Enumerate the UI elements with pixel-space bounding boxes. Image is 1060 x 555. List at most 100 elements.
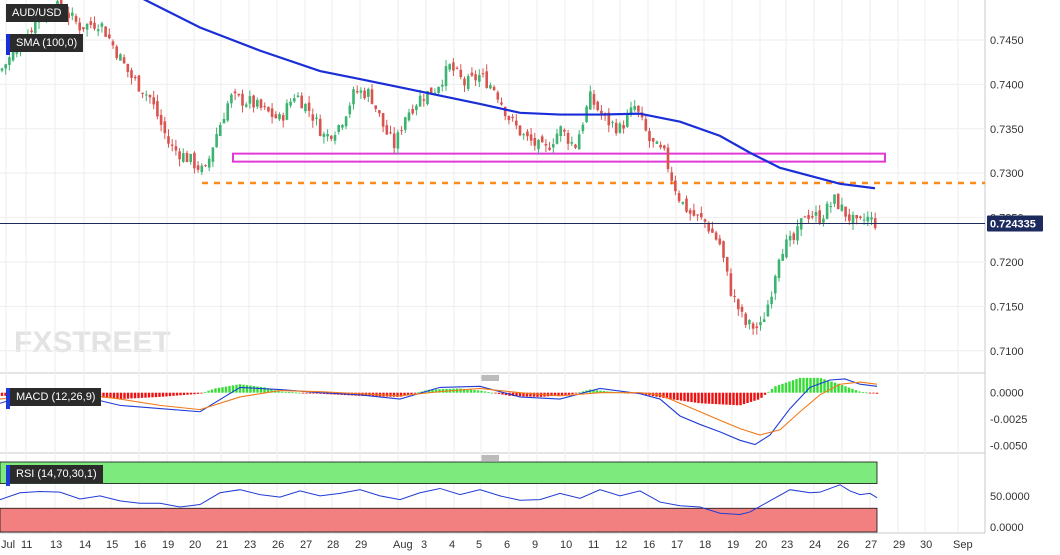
candle-body [170, 144, 174, 146]
candle-body [788, 235, 792, 241]
candle-body [570, 141, 574, 144]
candle-body [518, 125, 522, 136]
candle-body [722, 241, 725, 258]
macd-histogram-bar [676, 392, 679, 401]
candle-body [130, 70, 133, 78]
candle-body [511, 116, 514, 119]
macd-histogram-bar [193, 392, 196, 395]
candle-body [285, 103, 289, 120]
candle-body [219, 124, 222, 136]
candle-body [200, 165, 204, 173]
macd-histogram-bar [413, 392, 417, 394]
macd-histogram-bar [714, 392, 718, 405]
macd-histogram-bar [746, 392, 749, 404]
macd-histogram-bar [200, 392, 203, 394]
macd-histogram-bar [109, 392, 112, 399]
candle-body [759, 322, 762, 326]
macd-histogram-bar [571, 392, 574, 395]
macd-histogram-bar [119, 392, 123, 399]
candle-body [829, 205, 833, 208]
macd-histogram-bar [802, 377, 805, 393]
macd-histogram-bar [805, 377, 809, 393]
rsi-oversold-zone [0, 507, 878, 533]
x-tick-label-21: 11 [588, 539, 599, 551]
candle-body [618, 123, 622, 133]
candle-body [563, 129, 566, 132]
candle-body [870, 217, 873, 220]
candle-body [281, 115, 285, 121]
candle-body [429, 87, 433, 94]
x-tick-label-33: 30 [920, 539, 932, 551]
candle-body [270, 108, 274, 117]
x-tick-label-29: 24 [809, 539, 821, 551]
macd-histogram-bar [875, 392, 879, 394]
candle-body [333, 135, 337, 141]
candle-body [811, 216, 814, 218]
candle-body [814, 212, 818, 216]
y-tick-label-0: 0.7450 [990, 35, 1024, 47]
candle-body [589, 91, 592, 110]
macd-histogram-bar [700, 392, 704, 404]
candle-body [529, 134, 533, 141]
candle-body [185, 152, 189, 163]
candle-body [770, 296, 773, 305]
y-tick-label-3: 0.7300 [990, 168, 1024, 180]
candle-body [341, 125, 344, 128]
macd-histogram-bar [112, 392, 116, 399]
candle-body [267, 107, 270, 112]
candle-body [859, 216, 862, 218]
macd-histogram-bar [536, 392, 539, 397]
y-tick-label-2: 0.7350 [990, 124, 1024, 136]
macd-histogram-bar [529, 392, 532, 397]
macd-histogram-bar [294, 392, 298, 394]
candle-body [204, 165, 207, 167]
candle-body [385, 125, 389, 135]
macd-histogram-bar [770, 388, 774, 393]
candle-body [822, 218, 825, 223]
candle-body [740, 306, 744, 312]
macd-histogram-bar [231, 385, 235, 393]
x-tick-label-31: 27 [865, 539, 877, 551]
candle-body [4, 64, 7, 69]
macd-histogram-bar [312, 392, 315, 394]
candle-body [448, 64, 451, 70]
x-tick-label-15: 3 [421, 539, 427, 551]
candle-body [355, 90, 359, 93]
candle-body [159, 114, 163, 125]
candle-body [637, 105, 640, 112]
macd-histogram-bar [249, 385, 252, 393]
macd-indicator-label[interactable]: MACD (12,26,9) [10, 388, 102, 406]
candle-body [396, 132, 400, 149]
candle-body [222, 118, 226, 124]
x-tick-label-12: 28 [327, 539, 339, 551]
candle-body [774, 276, 777, 294]
macd-histogram-bar [872, 392, 875, 394]
rsi-indicator-label[interactable]: RSI (14,70,30,1) [10, 465, 103, 483]
candle-body [363, 90, 366, 99]
x-tick-label-18: 6 [504, 539, 510, 551]
candle-body [492, 86, 496, 90]
candle-body [714, 232, 718, 240]
macd-histogram-bar [417, 392, 420, 394]
candle-body [677, 193, 681, 202]
candle-body [600, 110, 603, 115]
candle-body [34, 21, 37, 34]
candle-body [126, 63, 130, 72]
sma-indicator-label[interactable]: SMA (100,0) [10, 34, 84, 52]
candle-body [700, 213, 703, 218]
macd-histogram-bar [399, 392, 403, 397]
macd-histogram-bar [403, 392, 406, 396]
macd-histogram-bar [151, 392, 154, 398]
candle-body [611, 121, 614, 123]
macd-histogram-bar [480, 390, 483, 393]
macd-histogram-bar [833, 382, 837, 393]
candle-body [441, 84, 444, 87]
candle-body [392, 133, 396, 149]
macd-histogram-bar [518, 392, 522, 397]
candle-body [241, 93, 244, 106]
macd-histogram-bar [217, 387, 221, 393]
macd-histogram-bar [557, 392, 560, 396]
candle-body [478, 75, 481, 82]
macd-histogram-bar [550, 392, 553, 397]
